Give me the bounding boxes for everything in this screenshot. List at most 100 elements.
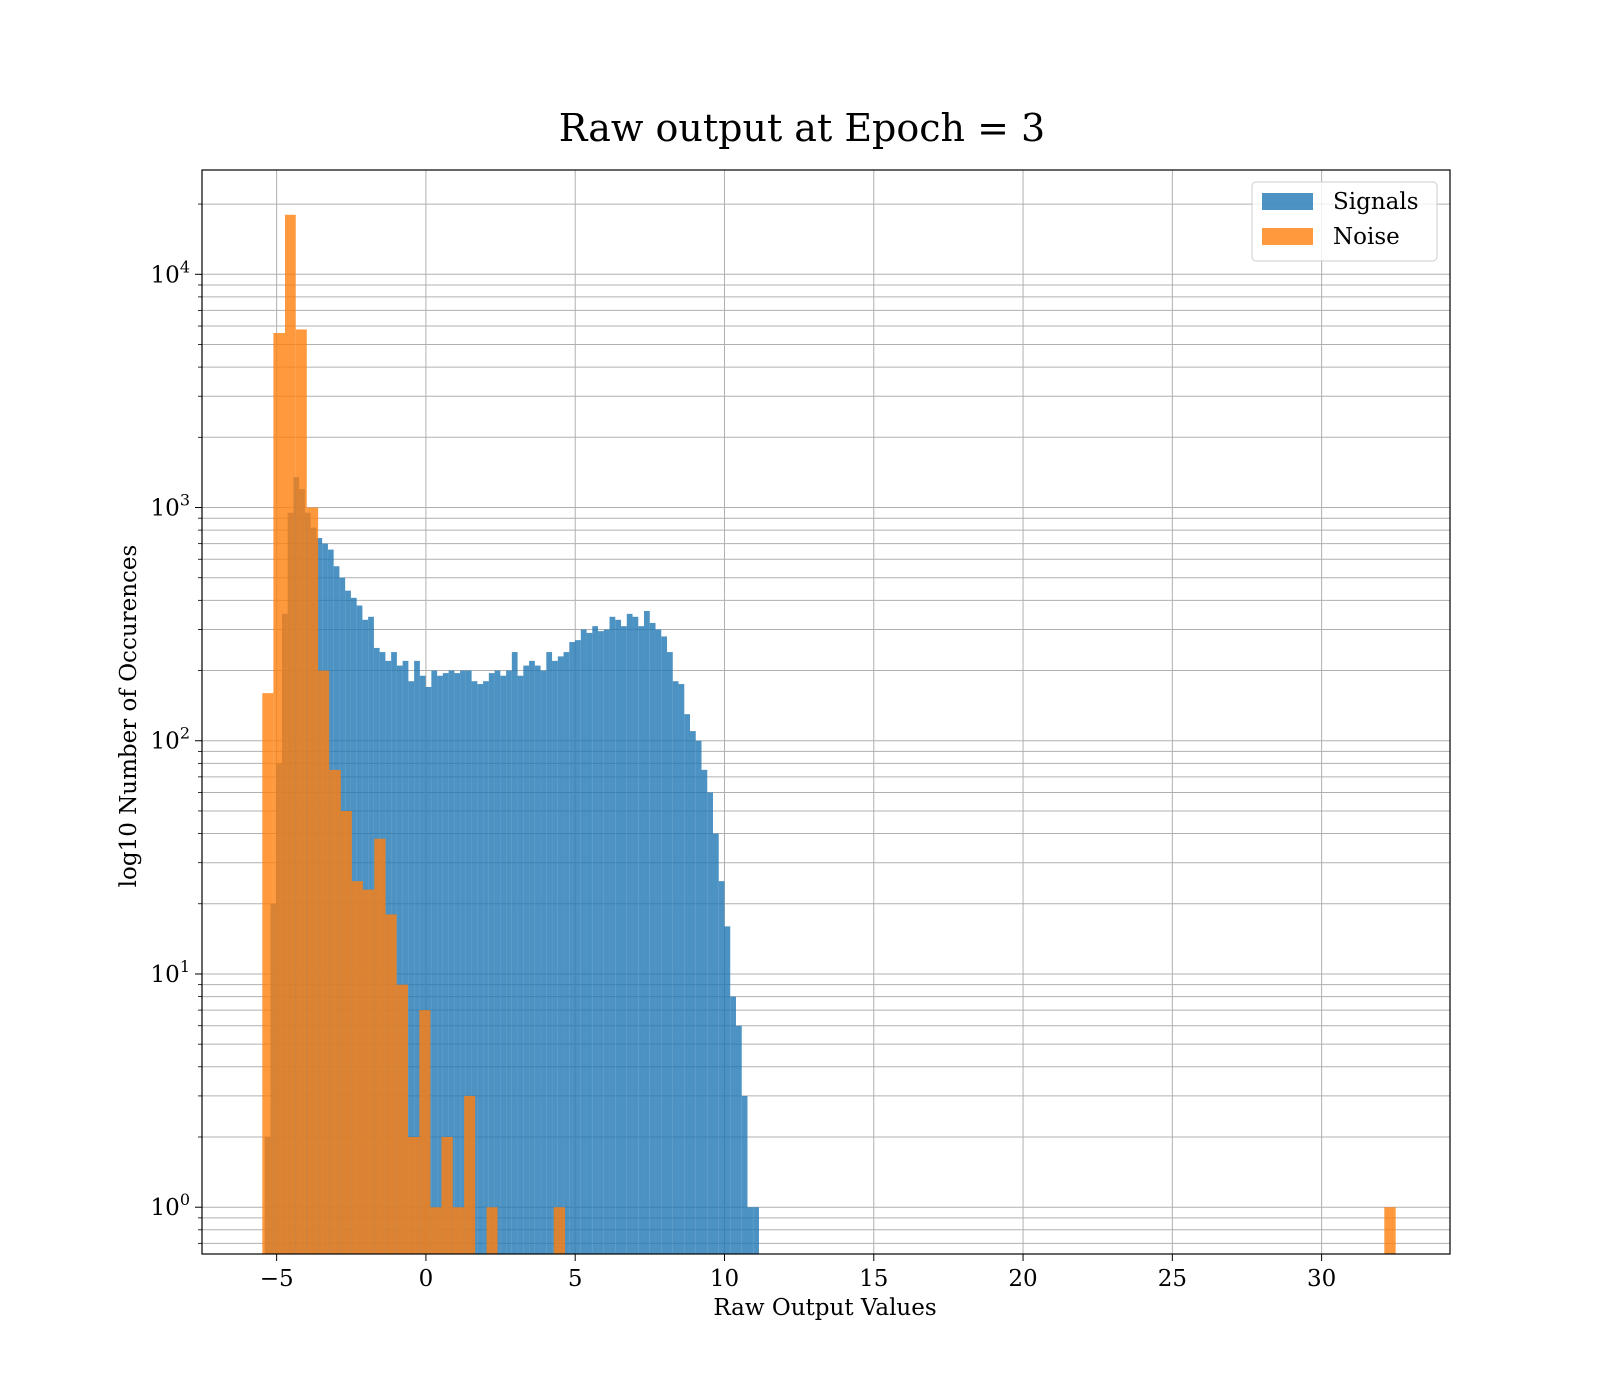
legend-label-noise: Noise (1333, 224, 1400, 250)
signals-bar (603, 629, 610, 1254)
signals-bar (626, 613, 633, 1254)
signals-bar (730, 996, 736, 1254)
x-tick-label: 0 (419, 1266, 434, 1292)
signals-bar (402, 660, 409, 1254)
noise-bar (362, 889, 375, 1254)
chart-title: Raw output at Epoch = 3 (559, 106, 1045, 150)
noise-bar (553, 1207, 566, 1254)
noise-bar (464, 1095, 476, 1254)
signals-bar (523, 665, 530, 1254)
signals-bar (425, 686, 432, 1254)
x-tick-label: 5 (568, 1266, 583, 1292)
signals-bar (483, 681, 489, 1254)
signals-bar (517, 675, 524, 1254)
signals-bar (678, 684, 685, 1254)
signals-bar (477, 684, 484, 1254)
x-tick-label: 10 (710, 1266, 739, 1292)
x-tick-label: 25 (1158, 1266, 1187, 1292)
y-tick-label: 101 (151, 957, 190, 988)
signals-bar (414, 660, 420, 1254)
x-tick-label: 30 (1307, 1266, 1336, 1292)
plot-area-frame (201, 169, 1451, 1255)
noise-bar (408, 1136, 420, 1254)
y-axis-ticks: 100 101 102 103 104 (151, 203, 202, 1244)
noise-bar (351, 881, 363, 1254)
signals-bar (598, 631, 604, 1254)
signals-bar (546, 652, 553, 1254)
signals-bar (500, 675, 507, 1254)
signals-bar (609, 616, 616, 1254)
noise-bar (486, 1207, 498, 1254)
signals-bar (644, 611, 650, 1254)
noise-bar (340, 810, 352, 1254)
noise-bar (430, 1207, 442, 1254)
signals-bar (649, 622, 656, 1254)
signals-bar (580, 629, 587, 1254)
signals-bar (667, 652, 673, 1254)
signals-bar (494, 670, 501, 1254)
x-tick-label: 15 (859, 1266, 888, 1292)
signals-bar (408, 681, 415, 1254)
noise-bar (1384, 1207, 1396, 1254)
signals-bar (735, 1025, 742, 1254)
signals-bar (638, 626, 645, 1254)
signals-bar (534, 665, 541, 1254)
signals-bar (431, 670, 438, 1254)
signals-bar (552, 660, 558, 1254)
noise-bar (262, 693, 274, 1254)
signals-bar (448, 670, 455, 1254)
signals-bar (753, 1207, 759, 1254)
signals-bar (575, 640, 581, 1254)
signals-bar (655, 629, 662, 1254)
signals-bar (701, 769, 708, 1254)
signals-bar (695, 740, 702, 1254)
noise-bar (329, 769, 341, 1254)
y-tick-label: 102 (151, 724, 190, 755)
y-tick-label: 104 (151, 257, 190, 288)
noise-bar (273, 333, 286, 1255)
signals-bar (437, 675, 443, 1254)
noise-bar (374, 838, 386, 1254)
x-tick-label: −5 (260, 1266, 294, 1292)
signals-bar (540, 670, 547, 1254)
y-axis-label: log10 Number of Occurences (116, 545, 142, 888)
x-axis-ticks: −5 0 5 10 15 20 25 30 (260, 1254, 1336, 1292)
signals-bar (586, 632, 593, 1254)
signals-bar (506, 670, 512, 1254)
noise-bar (419, 1010, 431, 1254)
signals-bar (684, 714, 691, 1254)
x-axis-label: Raw Output Values (713, 1295, 936, 1321)
signals-bar (488, 673, 495, 1254)
signals-bar (615, 619, 622, 1254)
noise-bar (285, 214, 296, 1254)
legend-swatch-signals (1262, 193, 1313, 210)
noise-bar (385, 914, 397, 1254)
signals-bar (690, 731, 696, 1254)
noise-bar (396, 984, 409, 1254)
signals-bar (529, 660, 535, 1254)
noise-bar (295, 329, 307, 1254)
signals-bar (747, 1207, 754, 1254)
signals-bar (569, 642, 576, 1254)
x-tick-label: 20 (1008, 1266, 1037, 1292)
signals-bar (454, 673, 461, 1254)
signals-bar (442, 673, 449, 1254)
histogram-bars (262, 214, 1396, 1255)
noise-bar (441, 1136, 453, 1254)
signals-bar (460, 670, 466, 1254)
legend: Signals Noise (1251, 181, 1438, 262)
signals-bar (563, 652, 570, 1254)
signals-bar (712, 833, 719, 1254)
signals-bar (592, 626, 599, 1254)
signals-bar (465, 670, 472, 1254)
signals-bar (511, 652, 518, 1254)
signals-bar (741, 1095, 748, 1254)
signals-bar (707, 792, 713, 1254)
signals-bar (672, 681, 679, 1254)
legend-swatch-noise (1262, 228, 1313, 245)
signals-bar (471, 681, 478, 1254)
noise-bar (452, 1207, 465, 1254)
signals-bar (621, 626, 627, 1254)
y-tick-label: 100 (151, 1190, 190, 1221)
